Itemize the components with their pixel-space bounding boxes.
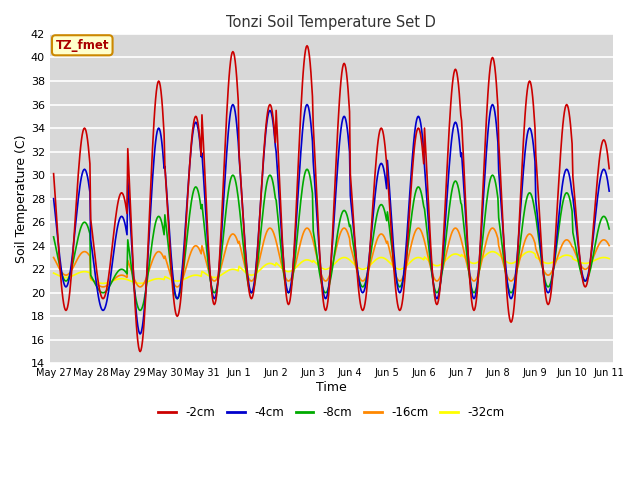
-4cm <box>204 236 211 241</box>
-16cm <box>266 225 274 231</box>
-4cm <box>136 331 144 337</box>
-8cm <box>136 308 144 313</box>
Line: -8cm: -8cm <box>54 169 609 311</box>
Line: -4cm: -4cm <box>54 105 609 334</box>
Y-axis label: Soil Temperature (C): Soil Temperature (C) <box>15 134 28 263</box>
-2cm <box>204 224 211 229</box>
-16cm <box>417 227 424 233</box>
-8cm <box>117 266 125 272</box>
-2cm <box>303 43 311 48</box>
-8cm <box>605 226 613 232</box>
-2cm <box>401 281 408 287</box>
-2cm <box>50 171 58 177</box>
-16cm <box>401 270 408 276</box>
-4cm <box>174 295 182 301</box>
-2cm <box>136 349 144 355</box>
-4cm <box>417 120 424 126</box>
Text: TZ_fmet: TZ_fmet <box>56 39 109 52</box>
-16cm <box>99 284 107 290</box>
-32cm <box>400 265 408 271</box>
-4cm <box>60 279 67 285</box>
-32cm <box>204 272 211 278</box>
-8cm <box>60 276 67 282</box>
-16cm <box>605 243 613 249</box>
Title: Tonzi Soil Temperature Set D: Tonzi Soil Temperature Set D <box>227 15 436 30</box>
-8cm <box>204 253 211 259</box>
-16cm <box>204 264 211 269</box>
-16cm <box>118 272 125 278</box>
-32cm <box>174 278 182 284</box>
-32cm <box>50 270 58 276</box>
-32cm <box>118 276 125 282</box>
-2cm <box>174 312 182 318</box>
-32cm <box>489 249 497 254</box>
-4cm <box>229 102 237 108</box>
-2cm <box>605 166 613 171</box>
Legend: -2cm, -4cm, -8cm, -16cm, -32cm: -2cm, -4cm, -8cm, -16cm, -32cm <box>154 401 509 423</box>
-2cm <box>117 191 125 196</box>
-8cm <box>50 234 58 240</box>
-32cm <box>99 280 107 286</box>
-32cm <box>60 275 67 280</box>
-4cm <box>50 196 58 202</box>
-32cm <box>416 255 424 261</box>
-4cm <box>117 214 125 219</box>
-4cm <box>401 264 408 270</box>
-16cm <box>174 284 182 289</box>
-8cm <box>401 269 408 275</box>
-8cm <box>417 188 424 193</box>
-16cm <box>60 271 67 277</box>
-2cm <box>60 300 67 306</box>
-2cm <box>417 132 424 138</box>
-8cm <box>303 167 311 172</box>
-8cm <box>174 295 182 301</box>
Line: -32cm: -32cm <box>54 252 609 283</box>
X-axis label: Time: Time <box>316 381 347 394</box>
Line: -2cm: -2cm <box>54 46 609 352</box>
-16cm <box>50 254 58 260</box>
-4cm <box>605 188 613 194</box>
-32cm <box>605 256 613 262</box>
Line: -16cm: -16cm <box>54 228 609 287</box>
